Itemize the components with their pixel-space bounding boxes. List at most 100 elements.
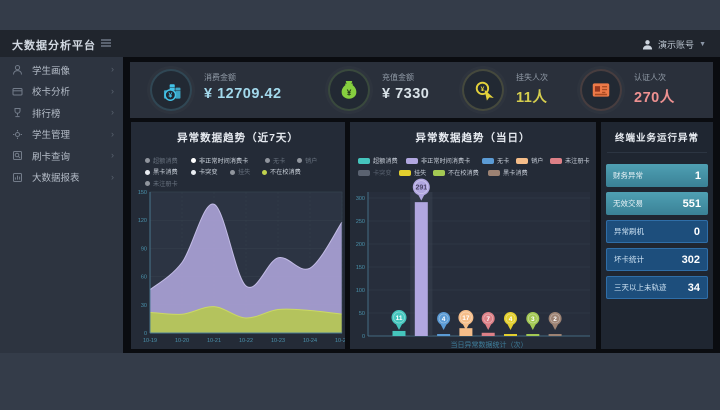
chevron-right-icon: ›: [111, 107, 114, 118]
svg-text:120: 120: [138, 218, 147, 224]
sidebar-item-4[interactable]: 学生管理 ›: [0, 124, 123, 146]
svg-text:7: 7: [486, 316, 490, 323]
legend-label: 销户: [531, 158, 544, 165]
chevron-right-icon: ›: [111, 128, 114, 139]
kpi-label: 挂失人次: [516, 73, 548, 82]
svg-text:250: 250: [356, 219, 365, 225]
legend-label: 未注册卡: [153, 181, 178, 188]
legend-swatch: [406, 158, 418, 164]
app-title: 大数据分析平台: [12, 40, 96, 52]
terminal-row-3[interactable]: 异常刷机 0: [606, 220, 708, 243]
svg-text:10-23: 10-23: [271, 338, 285, 344]
panel-title-terminal: 终端业务运行异常: [614, 133, 699, 144]
divider: [607, 152, 707, 153]
terminal-row-4[interactable]: 坏卡统计 302: [606, 248, 708, 271]
panel-title-today: 异常数据趋势（当日）: [415, 132, 531, 144]
svg-text:0: 0: [144, 331, 147, 337]
svg-text:¥: ¥: [347, 88, 352, 97]
sidebar-item-3[interactable]: 排行榜 ›: [0, 102, 123, 124]
legend-label: 不在校消费: [270, 169, 301, 176]
sidebar-item-label: 学生画像: [32, 65, 71, 77]
kpi-value: 270人: [634, 90, 675, 106]
sidebar-item-label: 刷卡查询: [32, 151, 71, 163]
user-menu[interactable]: 演示账号 ▼: [642, 34, 706, 54]
terminal-row-label: 坏卡统计: [614, 255, 644, 264]
svg-text:300: 300: [356, 196, 365, 202]
sidebar-item-1[interactable]: 学生画像 ›: [0, 59, 123, 81]
svg-text:200: 200: [356, 242, 365, 248]
legend-item[interactable]: 未注册卡: [145, 179, 181, 189]
legend-dot: [265, 158, 270, 164]
legend-item[interactable]: 挂失: [399, 168, 428, 178]
area-chart: 0 30 60 90 120 150 10-19 10-20 10-21 10-22 10-23 10…: [138, 190, 345, 344]
legend-item[interactable]: 销户: [297, 156, 319, 166]
svg-text:2: 2: [553, 316, 557, 323]
kpi-label: 消费金额: [204, 73, 236, 82]
legend-item[interactable]: 非正常时间消费卡: [191, 156, 255, 166]
moneybag-icon: ¥: [330, 71, 368, 109]
legend-swatch: [433, 170, 445, 176]
legend-label: 销户: [305, 158, 318, 165]
legend-label: 未注册卡: [565, 158, 590, 165]
sidebar: 学生画像 › 校卡分析 › 排行榜 › 学生管理 › 刷卡查询 › 大数据报表 ›: [0, 57, 123, 353]
svg-text:90: 90: [141, 246, 147, 252]
svg-text:10-20: 10-20: [175, 338, 189, 344]
legend-item[interactable]: 未注册卡: [550, 156, 593, 166]
svg-text:100: 100: [356, 288, 365, 294]
chevron-right-icon: ›: [111, 85, 114, 96]
legend-label: 非正常时间消费卡: [421, 158, 471, 165]
legend-swatch: [358, 158, 370, 164]
legend-dot: [191, 169, 196, 175]
legend-item[interactable]: 超额消费: [145, 156, 181, 166]
collapse-menu-icon[interactable]: [101, 39, 111, 48]
terminal-row-value: 0: [693, 225, 700, 238]
search-doc-icon: [13, 151, 22, 161]
legend-item[interactable]: 无卡: [482, 156, 511, 166]
area-chart-legend: 超额消费 非正常时间消费卡 无卡 销户黑卡消费 卡突变 挂失 不在校消费未注册卡: [145, 155, 341, 190]
legend-item[interactable]: 黑卡消费: [145, 167, 181, 177]
legend-item[interactable]: 超额消费: [358, 156, 401, 166]
sidebar-item-2[interactable]: 校卡分析 ›: [0, 81, 123, 103]
user-avatar-icon: [642, 39, 653, 50]
sidebar-item-6[interactable]: 大数据报表 ›: [0, 167, 123, 189]
legend-item[interactable]: 不在校消费: [433, 168, 483, 178]
sidebar-item-label: 大数据报表: [32, 173, 80, 185]
kpi-value: ¥ 12709.42: [204, 86, 282, 102]
legend-item[interactable]: 卡突变: [358, 168, 394, 178]
svg-text:10-25: 10-25: [335, 338, 345, 344]
terminal-row-label: 财务异常: [613, 171, 643, 180]
terminal-row-label: 异常刷机: [614, 227, 644, 236]
idcard-icon: [582, 71, 620, 109]
legend-label: 无卡: [497, 158, 510, 165]
legend-label: 不在校消费: [448, 170, 479, 177]
terminal-row-value: 1: [694, 169, 701, 182]
terminal-row-2[interactable]: 无效交易 551: [606, 192, 708, 215]
legend-swatch: [399, 170, 411, 176]
legend-item[interactable]: 黑卡消费: [488, 168, 531, 178]
kpi-value: ¥ 7330: [382, 86, 430, 102]
legend-item[interactable]: 卡突变: [191, 167, 220, 177]
legend-dot: [145, 158, 150, 164]
sidebar-item-5[interactable]: 刷卡查询 ›: [0, 145, 123, 167]
legend-label: 黑卡消费: [503, 170, 528, 177]
panel-terminal-status: 终端业务运行异常 财务异常 1 无效交易 551 异常刷机 0 坏卡统计 302 三天以上未轨迹…: [601, 122, 713, 349]
legend-label: 超额消费: [373, 158, 398, 165]
terminal-row-label: 三天以上未轨迹: [614, 283, 667, 292]
legend-swatch: [482, 158, 494, 164]
terminal-row-1[interactable]: 财务异常 1: [606, 164, 708, 187]
legend-item[interactable]: 非正常时间消费卡: [406, 156, 477, 166]
svg-text:11: 11: [396, 315, 403, 322]
svg-text:¥: ¥: [481, 86, 485, 93]
legend-swatch: [550, 158, 562, 164]
legend-item[interactable]: 销户: [516, 156, 545, 166]
svg-text:150: 150: [356, 265, 365, 271]
terminal-row-value: 302: [681, 253, 700, 266]
legend-item[interactable]: 无卡: [265, 156, 287, 166]
terminal-row-5[interactable]: 三天以上未轨迹 34: [606, 276, 708, 299]
app-header: 大数据分析平台 演示账号 ▼: [0, 30, 720, 57]
svg-text:60: 60: [141, 275, 147, 281]
svg-text:10-22: 10-22: [239, 338, 253, 344]
svg-text:10-21: 10-21: [207, 338, 221, 344]
legend-item[interactable]: 不在校消费: [262, 167, 305, 177]
legend-item[interactable]: 挂失: [230, 167, 252, 177]
